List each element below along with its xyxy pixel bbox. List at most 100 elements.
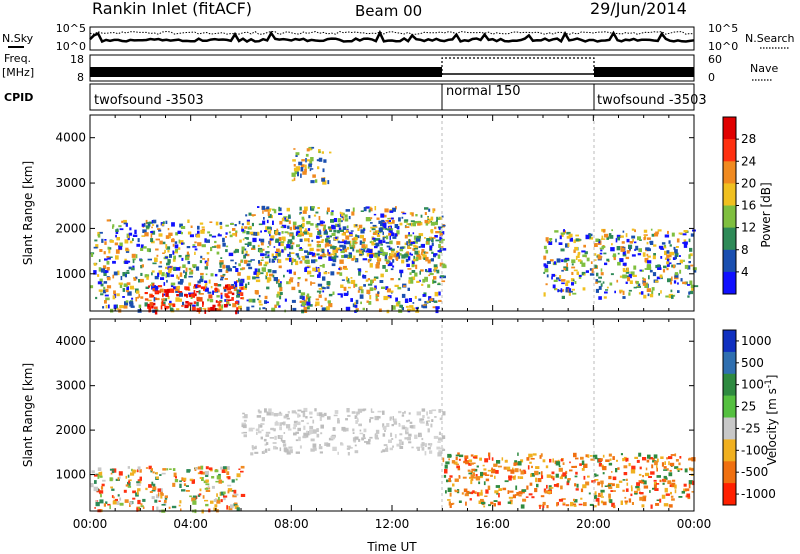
velocity-colorbar-tick-label: 25	[741, 400, 756, 414]
velocity-data-cell	[448, 478, 451, 482]
velocity-data-cell	[242, 416, 245, 419]
power-data-cell	[210, 273, 214, 277]
velocity-data-cell	[333, 414, 338, 417]
power-data-cell	[416, 253, 421, 258]
power-data-cell	[230, 259, 234, 262]
power-data-cell	[369, 263, 373, 268]
velocity-data-cell	[354, 436, 359, 440]
velocity-data-cell	[382, 410, 385, 415]
power-data-cell	[180, 226, 186, 229]
power-data-cell	[106, 260, 110, 265]
power-data-cell	[293, 164, 296, 167]
power-data-cell	[351, 238, 355, 241]
velocity-data-cell	[496, 460, 501, 464]
velocity-data-cell	[393, 421, 398, 425]
velocity-data-cell	[630, 469, 636, 474]
velocity-data-cell	[449, 504, 452, 508]
power-data-cell	[683, 259, 685, 262]
power-data-cell	[549, 238, 553, 241]
velocity-data-cell	[504, 459, 508, 463]
power-data-cell	[327, 249, 329, 253]
velocity-data-cell	[529, 482, 533, 486]
power-data-cell	[378, 220, 383, 224]
power-data-cell	[564, 257, 570, 260]
power-data-cell	[197, 225, 200, 230]
velocity-data-cell	[407, 419, 410, 422]
power-data-cell	[184, 286, 187, 290]
velocity-data-cell	[625, 502, 628, 505]
velocity-data-cell	[631, 502, 634, 505]
power-data-cell	[385, 286, 389, 290]
power-data-cell	[204, 309, 207, 314]
velocity-data-cell	[258, 424, 262, 428]
power-data-cell	[279, 295, 282, 300]
velocity-data-cell	[472, 472, 475, 477]
velocity-data-cell	[458, 475, 461, 478]
velocity-data-cell	[685, 488, 690, 492]
velocity-data-cell	[683, 488, 687, 492]
velocity-data-cell	[485, 478, 490, 482]
power-data-cell	[347, 286, 351, 289]
power-data-cell	[401, 254, 406, 259]
velocity-data-cell	[318, 446, 323, 450]
velocity-data-cell	[457, 452, 460, 455]
power-data-cell	[620, 247, 625, 252]
power-data-cell	[211, 246, 217, 248]
velocity-data-cell	[166, 468, 169, 471]
power-data-cell	[659, 274, 663, 278]
velocity-data-cell	[512, 467, 514, 470]
power-data-cell	[276, 293, 279, 298]
velocity-data-cell	[117, 477, 120, 481]
power-data-cell	[438, 291, 441, 296]
power-data-cell	[237, 305, 242, 310]
power-data-cell	[418, 298, 422, 301]
velocity-data-cell	[656, 499, 660, 501]
power-data-cell	[260, 253, 265, 257]
power-data-cell	[407, 245, 410, 249]
velocity-data-cell	[227, 484, 232, 487]
power-data-cell	[265, 272, 268, 277]
velocity-data-cell	[454, 489, 457, 492]
power-data-cell	[259, 307, 261, 310]
velocity-data-cell	[369, 419, 371, 423]
power-data-cell	[118, 282, 123, 285]
velocity-data-cell	[319, 416, 322, 421]
power-data-cell	[251, 247, 256, 250]
power-data-cell	[562, 289, 565, 292]
power-data-cell	[202, 258, 206, 260]
power-data-cell	[411, 264, 415, 268]
power-data-cell	[622, 274, 626, 279]
power-data-cell	[398, 278, 401, 281]
power-data-cell	[226, 295, 230, 299]
power-data-cell	[298, 161, 303, 166]
velocity-data-cell	[356, 411, 360, 415]
velocity-data-cell	[388, 439, 392, 443]
power-data-cell	[581, 250, 586, 253]
velocity-data-cell	[319, 444, 321, 446]
power-data-cell	[241, 228, 245, 232]
velocity-data-cell	[327, 443, 331, 447]
power-data-cell	[438, 244, 441, 248]
velocity-data-cell	[556, 502, 558, 507]
power-data-cell	[253, 231, 258, 236]
velocity-data-cell	[313, 447, 317, 451]
power-data-cell	[690, 233, 695, 237]
power-data-cell	[660, 290, 662, 294]
power-data-cell	[270, 235, 275, 239]
power-data-cell	[105, 305, 108, 309]
power-data-cell	[291, 299, 296, 303]
velocity-data-cell	[623, 465, 628, 469]
power-data-cell	[341, 220, 343, 223]
power-data-cell	[339, 211, 342, 215]
power-data-cell	[160, 305, 163, 310]
power-data-cell	[441, 238, 445, 241]
power-data-cell	[367, 218, 372, 221]
velocity-data-cell	[493, 463, 498, 467]
power-data-cell	[283, 246, 287, 251]
power-data-cell	[387, 217, 392, 220]
power-data-cell	[258, 300, 262, 304]
power-data-cell	[288, 245, 294, 250]
velocity-data-cell	[221, 480, 224, 483]
velocity-data-cell	[495, 470, 499, 474]
power-data-cell	[419, 270, 421, 275]
